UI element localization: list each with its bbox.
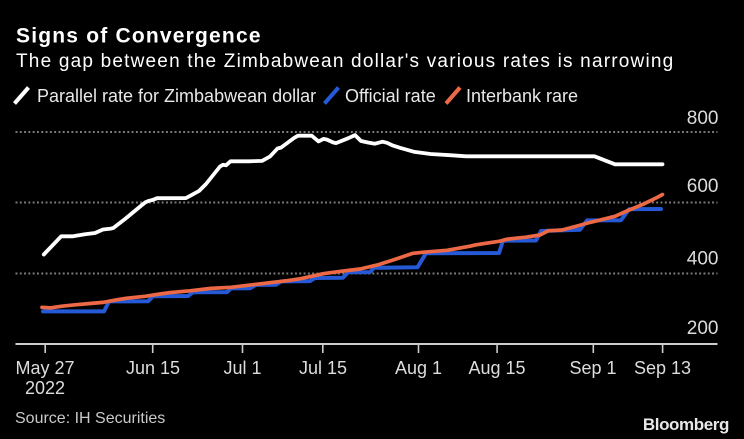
- svg-text:200: 200: [687, 318, 719, 339]
- svg-text:Jul 1: Jul 1: [223, 358, 261, 378]
- svg-text:Official rate: Official rate: [345, 86, 436, 106]
- svg-text:Jul 15: Jul 15: [299, 358, 347, 378]
- svg-text:Sep 13: Sep 13: [634, 358, 691, 378]
- svg-text:Interbank rare: Interbank rare: [466, 86, 578, 106]
- svg-text:Sep 1: Sep 1: [569, 358, 616, 378]
- svg-text:May 27: May 27: [15, 358, 74, 378]
- svg-text:Parallel rate for Zimbabwean d: Parallel rate for Zimbabwean dollar: [37, 86, 316, 106]
- svg-text:400: 400: [687, 249, 719, 270]
- svg-text:Signs of Convergence: Signs of Convergence: [16, 25, 262, 48]
- svg-text:Jun 15: Jun 15: [126, 358, 180, 378]
- svg-text:Aug 1: Aug 1: [395, 358, 442, 378]
- svg-text:2022: 2022: [25, 378, 65, 398]
- svg-text:Aug 15: Aug 15: [468, 358, 525, 378]
- svg-text:Source: IH Securities: Source: IH Securities: [15, 410, 165, 427]
- svg-text:Bloomberg: Bloomberg: [643, 415, 729, 434]
- svg-text:The gap between the Zimbabwean: The gap between the Zimbabwean dollar's …: [16, 51, 674, 72]
- svg-text:800: 800: [687, 108, 719, 129]
- svg-text:600: 600: [687, 176, 719, 197]
